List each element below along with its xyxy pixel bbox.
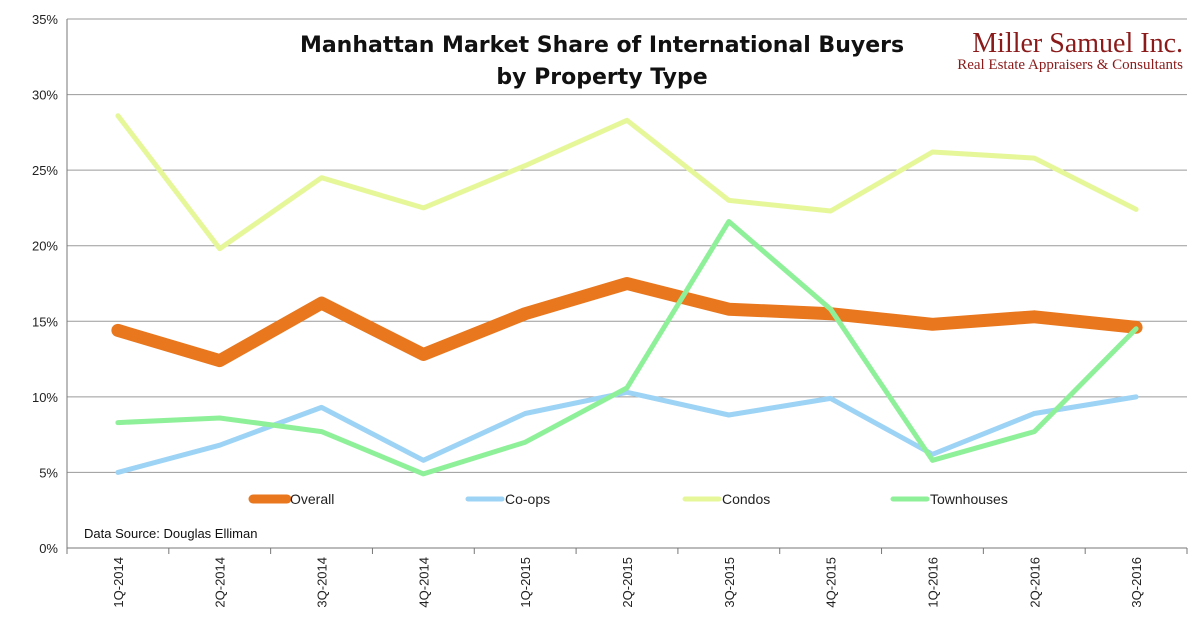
x-tick-label: 3Q-2016	[1129, 557, 1144, 608]
data-source-annotation: Data Source: Douglas Elliman	[84, 526, 257, 541]
x-tick-label: 1Q-2016	[925, 557, 940, 608]
x-tick-label: 2Q-2014	[213, 557, 228, 608]
legend-label-condos: Condos	[722, 491, 770, 507]
x-tick-label: 2Q-2015	[620, 557, 635, 608]
chart-subtitle: by Property Type	[496, 65, 707, 90]
y-tick-label: 35%	[32, 12, 58, 27]
y-tick-label: 20%	[32, 239, 58, 254]
brand-name: Miller Samuel Inc.	[972, 28, 1183, 59]
series-line-overall	[111, 277, 1143, 368]
y-tick-label: 15%	[32, 314, 58, 329]
series-line-townhouses	[115, 219, 1139, 477]
x-tick-label: 2Q-2016	[1027, 557, 1042, 608]
y-tick-label: 10%	[32, 390, 58, 405]
chart-title: Manhattan Market Share of International …	[300, 33, 904, 58]
axes: 0% 5% 10% 15% 20% 25% 30% 35% 1Q-2014 2Q-2014 3Q-2…	[32, 12, 1188, 608]
x-tick-label: 1Q-2015	[518, 557, 533, 608]
series-line-condos	[115, 113, 1139, 252]
y-tick-label: 5%	[39, 465, 58, 480]
x-tick-label: 4Q-2014	[416, 557, 431, 608]
legend-label-overall: Overall	[290, 491, 334, 507]
series-line-co-ops	[115, 389, 1139, 475]
brand-logo: Miller Samuel Inc. Real Estate Appraiser…	[957, 28, 1183, 73]
y-tick-label: 30%	[32, 88, 58, 103]
y-tick-label: 25%	[32, 163, 58, 178]
x-tick-label: 1Q-2014	[111, 557, 126, 608]
brand-tagline: Real Estate Appraisers & Consultants	[957, 57, 1183, 73]
y-tick-label: 0%	[39, 541, 58, 556]
legend-label-townhouses: Townhouses	[930, 491, 1008, 507]
legend-label-co-ops: Co-ops	[505, 491, 550, 507]
x-tick-label: 3Q-2015	[722, 557, 737, 608]
legend: Overall Co-ops Condos Townhouses	[248, 491, 1008, 507]
series-lines	[111, 113, 1143, 477]
x-tick-label: 4Q-2015	[824, 557, 839, 608]
x-tick-label: 3Q-2014	[315, 557, 330, 608]
grid-lines	[67, 18, 1187, 473]
